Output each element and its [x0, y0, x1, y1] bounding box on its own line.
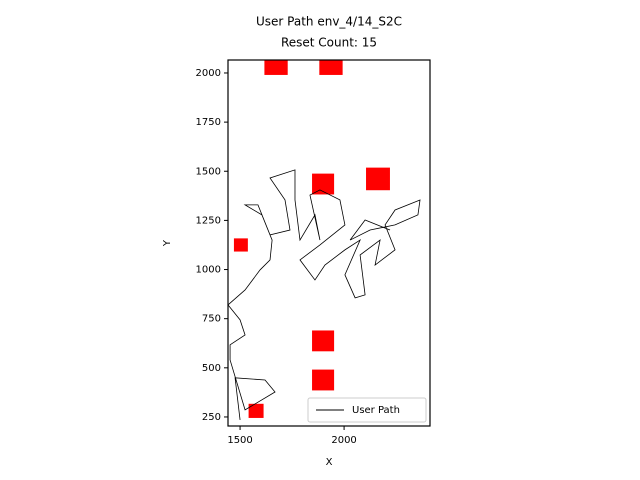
- y-tick-label: 1250: [196, 215, 221, 226]
- x-axis-label: X: [326, 457, 333, 468]
- y-tick-label: 2000: [196, 68, 221, 79]
- user-path: [228, 169, 421, 420]
- x-tick-label: 1500: [227, 435, 252, 446]
- y-tick-label: 250: [202, 412, 221, 423]
- legend-label: User Path: [352, 405, 400, 416]
- y-tick-label: 750: [202, 314, 221, 325]
- y-axis-label: Y: [162, 239, 173, 247]
- chart-title: User Path env_4/14_S2C: [256, 15, 402, 29]
- obstacle: [248, 403, 264, 418]
- obstacle: [312, 369, 335, 391]
- y-tick-label: 500: [202, 363, 221, 374]
- axes-frame: [227, 59, 431, 427]
- obstacle: [319, 60, 343, 75]
- obstacle: [312, 173, 335, 195]
- plot-area: [228, 60, 421, 420]
- obstacle: [233, 238, 248, 252]
- y-tick-label: 1000: [196, 265, 221, 276]
- obstacle: [312, 330, 335, 352]
- x-tick-label: 2000: [331, 435, 356, 446]
- obstacle: [366, 167, 390, 191]
- legend-box: [307, 397, 427, 423]
- chart-subtitle: Reset Count: 15: [281, 36, 377, 50]
- y-tick-label: 1750: [196, 117, 221, 128]
- y-tick-label: 1500: [196, 166, 221, 177]
- obstacle: [264, 60, 288, 75]
